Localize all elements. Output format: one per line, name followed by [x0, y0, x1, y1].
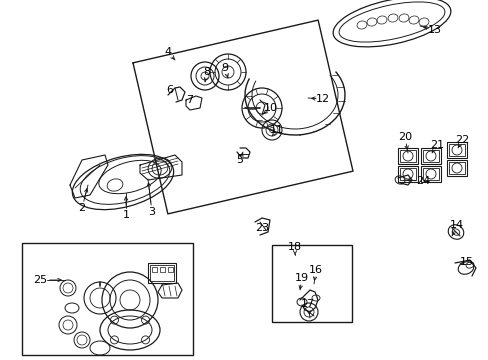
Text: 22: 22: [454, 135, 468, 145]
Bar: [271, 245, 351, 322]
Text: 21: 21: [429, 140, 443, 150]
Text: 9: 9: [221, 63, 228, 73]
Text: 24: 24: [415, 176, 429, 186]
Text: 18: 18: [287, 242, 302, 252]
Text: 3: 3: [148, 207, 155, 217]
Bar: [448, 162, 464, 174]
Text: 15: 15: [459, 257, 473, 267]
Text: 14: 14: [449, 220, 463, 230]
Bar: [399, 168, 415, 180]
Text: 23: 23: [254, 223, 268, 233]
Bar: [399, 150, 415, 162]
Bar: [397, 166, 417, 182]
Text: 12: 12: [315, 94, 329, 104]
Text: 16: 16: [308, 265, 323, 275]
Bar: [150, 265, 174, 281]
Bar: [420, 148, 440, 164]
Text: 19: 19: [294, 273, 308, 283]
Text: 8: 8: [203, 67, 210, 77]
Text: 10: 10: [264, 103, 278, 113]
Bar: [152, 267, 157, 272]
Bar: [448, 144, 464, 156]
Text: 7: 7: [186, 95, 193, 105]
Bar: [422, 150, 438, 162]
Bar: [422, 168, 438, 180]
Bar: [148, 263, 176, 283]
Text: 2: 2: [78, 203, 85, 213]
Text: 4: 4: [164, 47, 171, 57]
Text: 20: 20: [397, 132, 411, 142]
Bar: [446, 142, 466, 158]
Bar: [446, 160, 466, 176]
Text: 1: 1: [122, 210, 129, 220]
Bar: [397, 148, 417, 164]
Bar: [420, 166, 440, 182]
Bar: [22, 243, 193, 355]
Text: 6: 6: [166, 85, 173, 95]
Text: 11: 11: [269, 125, 284, 135]
Text: 17: 17: [300, 299, 314, 309]
Text: 25: 25: [33, 275, 47, 285]
Text: 13: 13: [427, 25, 441, 35]
Bar: [168, 267, 173, 272]
Bar: [160, 267, 164, 272]
Text: 5: 5: [236, 155, 243, 165]
